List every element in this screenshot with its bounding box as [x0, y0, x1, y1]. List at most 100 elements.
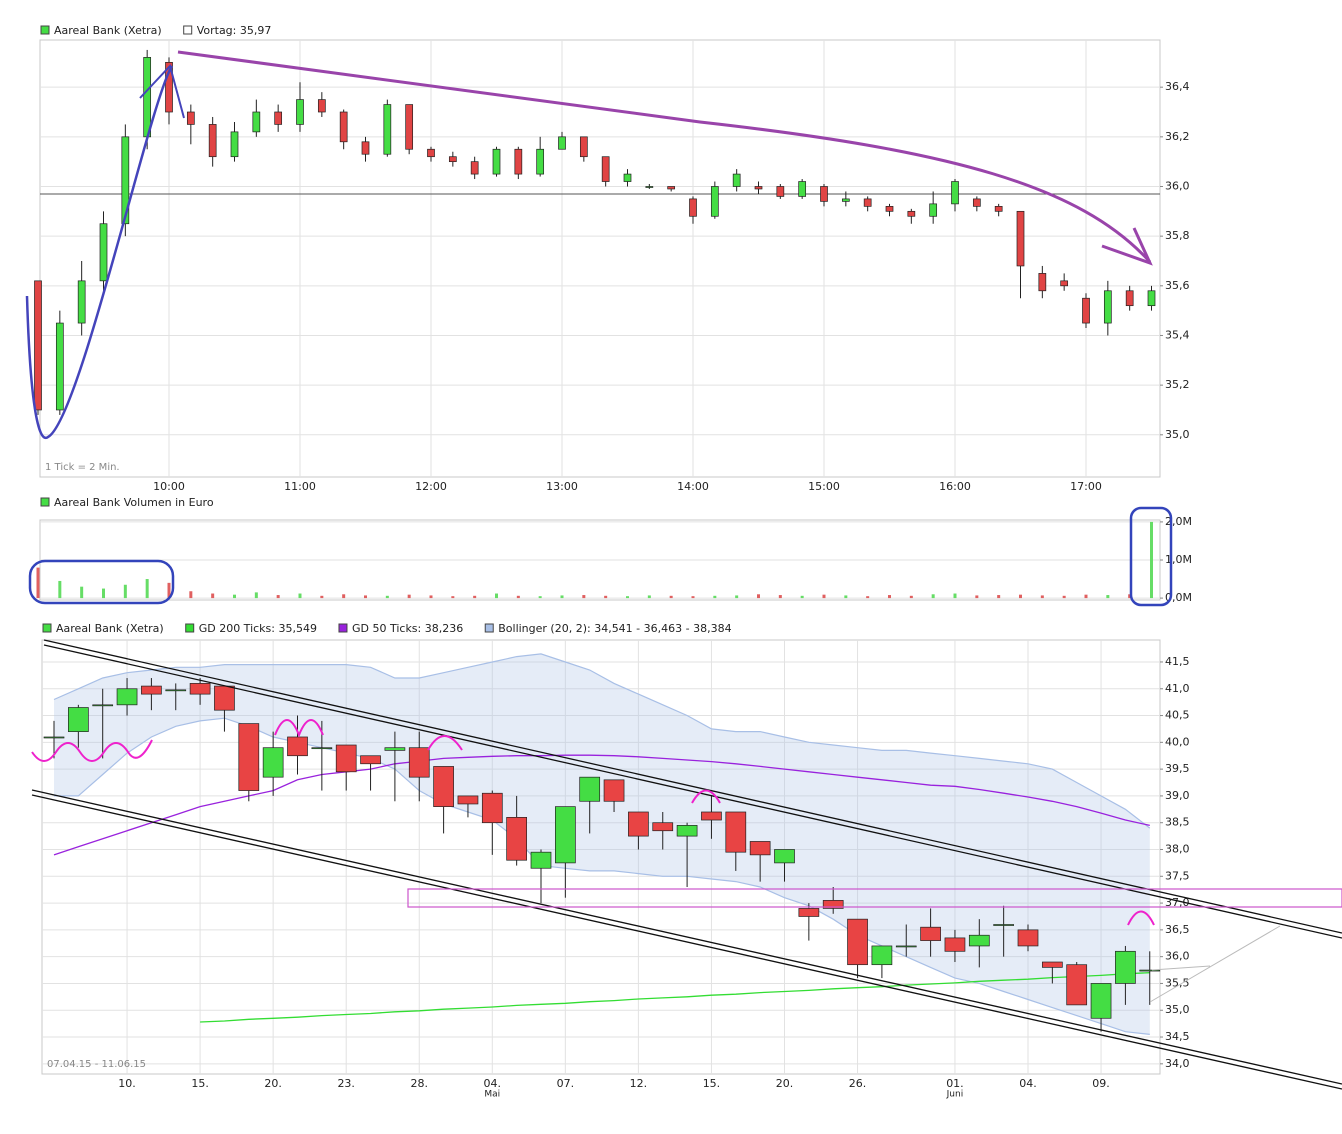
- x-tick-label: 04.: [1019, 1077, 1037, 1090]
- candle-body: [645, 186, 654, 188]
- candle-body: [506, 817, 527, 861]
- volume-bar: [407, 594, 411, 599]
- y-tick-label: 38,0: [1165, 842, 1190, 855]
- candle-body: [186, 111, 195, 125]
- candle-body: [820, 186, 828, 202]
- candle-body: [514, 148, 523, 175]
- volume-bar: [233, 594, 236, 599]
- legend-swatch: [40, 497, 50, 507]
- x-tick-label: 16:00: [939, 480, 971, 493]
- moving-average: [53, 754, 1150, 856]
- candle-body: [405, 104, 414, 150]
- y-tick-label: 35,6: [1165, 279, 1190, 292]
- x-tick-label: 13:00: [546, 480, 578, 493]
- candle-body: [116, 688, 138, 706]
- volume-bar: [123, 584, 127, 599]
- volume-bar: [647, 595, 651, 599]
- volume-bar: [276, 595, 280, 599]
- volume-bar: [473, 595, 477, 599]
- candle-body: [603, 779, 625, 802]
- squiggle: [31, 739, 153, 762]
- legend-label: Aareal Bank Volumen in Euro: [54, 496, 214, 509]
- candle-body: [579, 776, 601, 802]
- candle-body: [1125, 290, 1134, 307]
- volume-bar: [80, 586, 84, 599]
- candle-body: [847, 918, 868, 966]
- candle-body: [1038, 273, 1047, 292]
- candle-body: [492, 148, 501, 175]
- candle-body: [296, 99, 304, 125]
- candle-body: [481, 792, 503, 824]
- candle-body: [601, 156, 610, 182]
- volume-bar: [997, 595, 1001, 599]
- volume-bar: [1062, 595, 1066, 599]
- candle-body: [92, 704, 114, 707]
- volume-bar: [516, 595, 520, 599]
- candle-body: [1139, 969, 1161, 972]
- candle-body: [408, 747, 430, 778]
- volume-bar: [254, 592, 258, 599]
- candle-body: [710, 186, 719, 217]
- x-tick-label: 23.: [337, 1077, 355, 1090]
- candle-body: [121, 136, 130, 225]
- y-tick-label: 34,5: [1165, 1030, 1190, 1043]
- volume-bar: [691, 596, 695, 599]
- trend-arrow: [139, 64, 185, 119]
- candle-body: [676, 825, 698, 837]
- volume-bar: [604, 595, 608, 599]
- plot-frame: [39, 39, 1161, 478]
- candle-body: [141, 685, 162, 695]
- candle-body: [623, 173, 632, 182]
- legend-label: Vortag: 35,97: [197, 24, 272, 37]
- candle-body: [311, 747, 333, 750]
- y-tick-label: 35,8: [1165, 229, 1190, 242]
- candle-body: [774, 849, 795, 864]
- volume-bar: [560, 595, 564, 599]
- candle-body: [55, 322, 64, 411]
- x-tick-label: 04.: [484, 1077, 502, 1090]
- x-tick-label: 10.: [118, 1077, 136, 1090]
- y-tick-label: 36,0: [1165, 179, 1190, 192]
- volume-bar: [320, 595, 324, 599]
- x-tick-label: 09.: [1092, 1077, 1110, 1090]
- volume-bar: [713, 595, 717, 599]
- candle-body: [317, 99, 326, 113]
- squiggle: [1127, 910, 1155, 926]
- y-tick-label: 35,5: [1165, 976, 1190, 989]
- arrow-head: [1101, 227, 1153, 266]
- volume-bar: [975, 595, 979, 599]
- y-tick-label: 38,5: [1165, 816, 1190, 829]
- volume-bar: [1128, 594, 1132, 599]
- volume-bar: [844, 595, 848, 599]
- volume-bar: [909, 595, 913, 599]
- candle-body: [1115, 950, 1136, 984]
- candle-body: [165, 689, 187, 692]
- x-tick-label: 07.: [557, 1077, 575, 1090]
- volume-bar: [1150, 521, 1153, 599]
- candle-body: [732, 173, 741, 187]
- volume-bar: [1040, 595, 1044, 599]
- candle-body: [993, 924, 1015, 926]
- candle-body: [361, 141, 370, 155]
- candle-body: [689, 198, 697, 217]
- candle-body: [335, 744, 357, 773]
- candle-body: [1082, 297, 1090, 324]
- y-tick-label: 36,5: [1165, 923, 1190, 936]
- candle-body: [885, 206, 894, 212]
- volume-bar: [888, 595, 891, 599]
- legend-swatch: [42, 623, 52, 633]
- volume-bar: [1019, 594, 1022, 599]
- volume-bar: [102, 588, 105, 599]
- candle-body: [749, 841, 771, 856]
- candle-body: [554, 806, 576, 864]
- volume-bar: [931, 594, 935, 599]
- volume-bar: [822, 594, 826, 599]
- legend-swatch: [183, 25, 193, 35]
- volume-bar: [538, 596, 542, 599]
- bollinger-upper: [53, 653, 1151, 829]
- squiggle: [274, 719, 324, 738]
- volume-bar: [211, 593, 215, 599]
- y-tick-label: 39,0: [1165, 789, 1190, 802]
- volume-bar: [36, 567, 40, 599]
